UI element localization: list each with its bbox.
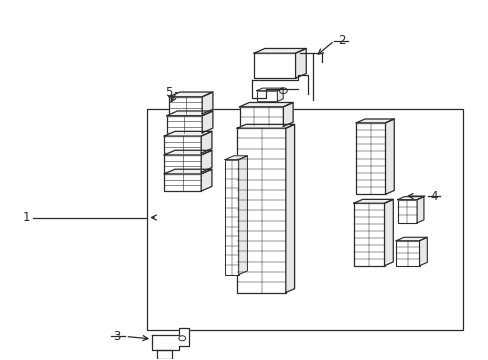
Polygon shape	[152, 328, 188, 350]
Polygon shape	[224, 156, 247, 159]
Bar	[254, 53, 295, 78]
Bar	[224, 159, 238, 275]
Polygon shape	[256, 88, 283, 91]
Polygon shape	[239, 103, 292, 107]
Bar	[237, 128, 285, 293]
Polygon shape	[395, 237, 427, 241]
Polygon shape	[416, 197, 423, 223]
Polygon shape	[201, 169, 211, 191]
Text: 1: 1	[23, 211, 30, 224]
Bar	[166, 116, 202, 133]
Polygon shape	[202, 92, 212, 114]
Polygon shape	[201, 131, 211, 153]
Polygon shape	[254, 49, 305, 53]
Polygon shape	[385, 119, 393, 194]
Bar	[397, 200, 416, 223]
Polygon shape	[238, 156, 247, 275]
Polygon shape	[164, 169, 211, 174]
Bar	[356, 123, 385, 194]
Bar	[164, 136, 201, 153]
Polygon shape	[166, 111, 212, 116]
Polygon shape	[169, 92, 212, 97]
Text: 2: 2	[337, 34, 345, 47]
Text: 4: 4	[429, 190, 437, 203]
Polygon shape	[164, 131, 211, 136]
Bar	[256, 91, 277, 102]
Polygon shape	[295, 49, 305, 78]
Polygon shape	[201, 150, 211, 172]
Polygon shape	[277, 88, 283, 102]
Bar	[147, 109, 462, 330]
Polygon shape	[356, 119, 393, 123]
Bar	[353, 203, 384, 266]
Polygon shape	[384, 199, 392, 266]
Polygon shape	[419, 237, 427, 266]
Bar	[239, 107, 283, 126]
Polygon shape	[157, 350, 171, 359]
Bar	[395, 241, 419, 266]
Bar	[169, 97, 202, 114]
Text: 5: 5	[165, 86, 172, 99]
Polygon shape	[237, 124, 294, 128]
Polygon shape	[164, 150, 211, 155]
Text: 3: 3	[113, 330, 121, 343]
Bar	[164, 174, 201, 191]
Polygon shape	[202, 111, 212, 133]
Polygon shape	[397, 197, 423, 200]
Polygon shape	[353, 199, 392, 203]
Polygon shape	[285, 124, 294, 293]
Bar	[164, 155, 201, 172]
Polygon shape	[283, 103, 292, 126]
